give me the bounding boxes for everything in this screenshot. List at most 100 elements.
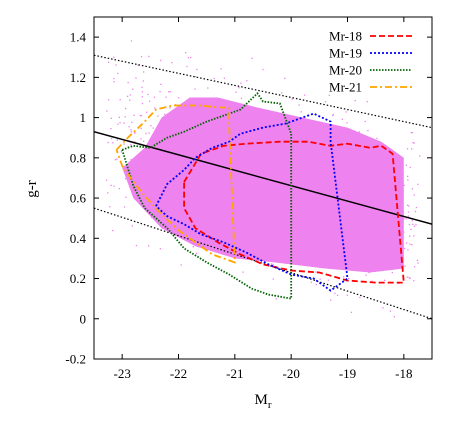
scatter-point — [361, 161, 363, 163]
scatter-point — [159, 91, 161, 93]
scatter-point — [171, 62, 173, 64]
scatter-point — [359, 147, 361, 149]
scatter-point — [143, 140, 145, 142]
scatter-point — [365, 260, 367, 262]
scatter-point — [123, 165, 125, 168]
scatter-point — [331, 162, 334, 164]
scatter-point — [342, 196, 344, 198]
scatter-point — [273, 167, 275, 170]
scatter-point — [169, 91, 171, 93]
scatter-point — [161, 171, 163, 173]
scatter-point — [374, 211, 376, 214]
scatter-point — [185, 124, 187, 126]
scatter-point — [107, 141, 109, 144]
scatter-point — [413, 142, 415, 144]
scatter-point — [133, 114, 135, 116]
scatter-point — [381, 200, 383, 203]
scatter-point — [182, 105, 184, 107]
scatter-point — [238, 136, 241, 138]
scatter-point — [246, 139, 248, 141]
scatter-point — [140, 127, 142, 129]
scatter-point — [370, 211, 373, 213]
scatter-point — [336, 294, 339, 296]
scatter-point — [412, 223, 414, 225]
scatter-point — [318, 265, 320, 267]
scatter-point — [123, 143, 125, 145]
scatter-point — [117, 123, 119, 125]
scatter-point — [275, 153, 277, 155]
scatter-point — [302, 189, 304, 192]
scatter-point — [287, 206, 289, 208]
scatter-point — [164, 165, 166, 167]
scatter-point — [348, 177, 350, 179]
scatter-point — [150, 125, 152, 127]
scatter-point — [110, 128, 112, 130]
scatter-point — [400, 182, 403, 184]
scatter-point — [280, 195, 282, 197]
scatter-point — [311, 221, 313, 223]
scatter-point — [204, 192, 206, 195]
scatter-point — [319, 172, 321, 174]
scatter-point — [163, 208, 165, 210]
scatter-point — [191, 148, 193, 150]
scatter-point — [167, 152, 169, 155]
scatter-point — [190, 120, 193, 122]
scatter-point — [343, 166, 345, 169]
scatter-point — [234, 126, 236, 128]
x-tick-label: -18 — [395, 366, 412, 381]
scatter-point — [133, 158, 135, 160]
scatter-point — [342, 172, 344, 174]
scatter-point — [257, 160, 260, 163]
scatter-point — [409, 243, 411, 245]
scatter-point — [265, 168, 268, 170]
scatter-point — [228, 166, 230, 168]
scatter-point — [142, 175, 145, 177]
scatter-point — [294, 256, 296, 259]
scatter-point — [228, 189, 230, 191]
scatter-point — [134, 141, 136, 143]
scatter-point — [213, 77, 215, 80]
scatter-point — [411, 132, 413, 134]
scatter-point — [294, 203, 296, 206]
scatter-point — [218, 141, 221, 144]
scatter-point — [139, 174, 141, 176]
scatter-point — [237, 178, 239, 180]
scatter-point — [194, 88, 196, 90]
scatter-point — [411, 148, 413, 150]
scatter-point — [249, 192, 251, 194]
scatter-point — [339, 187, 341, 190]
scatter-point — [341, 118, 343, 120]
scatter-point — [195, 134, 198, 136]
scatter-point — [153, 96, 156, 98]
scatter-point — [339, 199, 341, 201]
scatter-point — [328, 200, 330, 202]
scatter-point — [190, 144, 192, 146]
scatter-point — [164, 189, 166, 191]
scatter-point — [377, 205, 379, 207]
scatter-point — [130, 131, 133, 133]
scatter-point — [226, 207, 228, 209]
scatter-point — [234, 236, 236, 239]
scatter-point — [346, 181, 348, 183]
scatter-point — [407, 211, 410, 213]
x-axis-title-main: M — [254, 392, 267, 408]
scatter-point — [368, 260, 370, 263]
scatter-point — [171, 133, 173, 135]
scatter-point — [240, 97, 243, 99]
scatter-point — [208, 188, 210, 190]
scatter-point — [406, 204, 409, 206]
scatter-point — [282, 221, 285, 223]
scatter-point — [415, 224, 417, 226]
scatter-point — [319, 206, 321, 208]
scatter-point — [399, 161, 401, 163]
scatter-point — [370, 204, 372, 206]
scatter-point — [194, 174, 197, 176]
scatter-point — [142, 80, 144, 82]
scatter-point — [150, 216, 153, 219]
scatter-point — [193, 99, 195, 101]
scatter-point — [332, 235, 334, 237]
scatter-point — [140, 115, 143, 117]
scatter-point — [174, 134, 176, 136]
scatter-point — [315, 271, 317, 273]
scatter-point — [309, 164, 312, 166]
